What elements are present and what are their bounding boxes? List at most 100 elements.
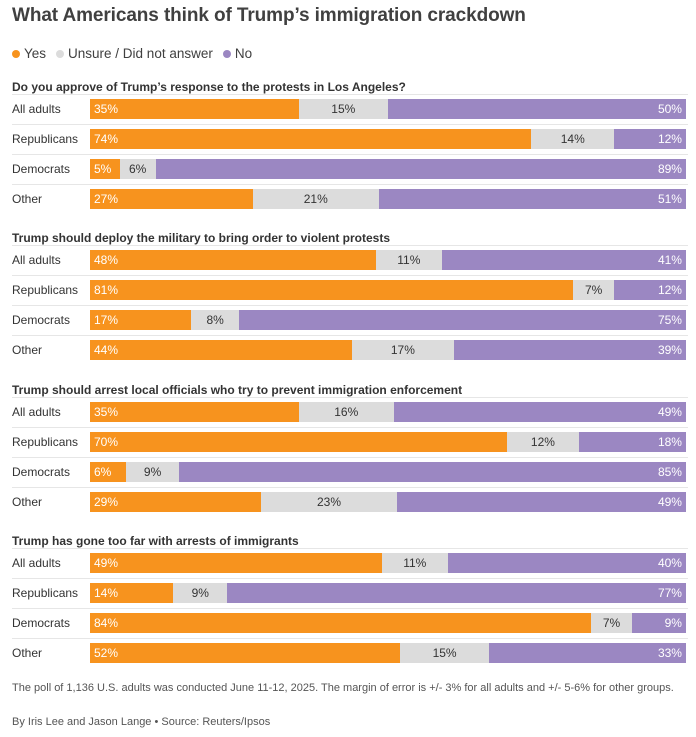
group-label: Republicans xyxy=(12,435,79,449)
group-label: Other xyxy=(12,192,43,206)
data-label-unsure: 11% xyxy=(403,556,427,570)
data-label-no: 39% xyxy=(657,343,682,357)
row-divider xyxy=(12,94,688,95)
data-label-no: 50% xyxy=(657,102,682,116)
bar-row: Republicans 81% 7% 12% xyxy=(0,275,696,305)
bar-segment-yes: 6% xyxy=(90,462,126,482)
bar-segment-unsure: 11% xyxy=(382,553,448,573)
row-divider xyxy=(12,427,688,428)
group-label: Democrats xyxy=(12,313,71,327)
bar-segment-yes: 52% xyxy=(90,643,400,663)
data-label-no: 49% xyxy=(657,495,682,509)
bar-segment-no: 49% xyxy=(396,492,686,512)
data-label-unsure: 16% xyxy=(334,405,359,419)
data-label-no: 41% xyxy=(657,253,682,267)
data-label-unsure: 23% xyxy=(316,495,341,509)
bar-segment-no: 40% xyxy=(447,553,686,573)
data-label-yes: 35% xyxy=(94,405,119,419)
stacked-bar: 49% 11% 40% xyxy=(90,553,686,573)
bar-row: Other 44% 17% 39% xyxy=(0,335,696,365)
bar-segment-yes: 14% xyxy=(90,583,174,603)
stacked-bar: 5% 6% 89% xyxy=(90,159,686,179)
data-label-no: 85% xyxy=(657,465,682,479)
stacked-bar: 81% 7% 12% xyxy=(90,280,686,300)
legend-item-unsure: Unsure / Did not answer xyxy=(56,46,213,61)
bar-row: All adults 35% 15% 50% xyxy=(0,94,696,124)
stacked-bar: 84% 7% 9% xyxy=(90,613,686,633)
group-label: Democrats xyxy=(12,616,71,630)
group-label: Republicans xyxy=(12,283,79,297)
bar-segment-yes: 44% xyxy=(90,340,353,360)
bar-segment-no: 12% xyxy=(614,129,686,149)
data-label-yes: 81% xyxy=(94,283,119,297)
bar-segment-unsure: 9% xyxy=(125,462,180,482)
bar-segment-no: 9% xyxy=(632,613,686,633)
bar-segment-unsure: 14% xyxy=(531,129,615,149)
bar-segment-no: 12% xyxy=(614,280,686,300)
stacked-bar: 27% 21% 51% xyxy=(90,189,686,209)
bar-segment-no: 51% xyxy=(378,189,686,209)
data-label-unsure: 15% xyxy=(432,646,457,660)
data-label-no: 51% xyxy=(657,192,682,206)
data-label-yes: 52% xyxy=(94,646,119,660)
bar-row: Democrats 84% 7% 9% xyxy=(0,608,696,638)
bar-segment-unsure: 11% xyxy=(376,250,442,270)
legend-swatch-unsure xyxy=(56,49,65,58)
bar-segment-yes: 35% xyxy=(90,402,299,422)
data-label-no: 33% xyxy=(657,646,682,660)
question-title: Trump has gone too far with arrests of i… xyxy=(12,534,299,548)
bar-segment-no: 49% xyxy=(393,402,686,422)
bar-row: Other 27% 21% 51% xyxy=(0,184,696,214)
bar-segment-yes: 84% xyxy=(90,613,591,633)
bar-row: Democrats 6% 9% 85% xyxy=(0,457,696,487)
data-label-unsure: 11% xyxy=(397,253,421,267)
row-divider xyxy=(12,335,688,336)
group-label: Other xyxy=(12,343,43,357)
stacked-bar: 35% 15% 50% xyxy=(90,99,686,119)
legend: Yes Unsure / Did not answer No xyxy=(12,46,262,61)
stacked-bar: 29% 23% 49% xyxy=(90,492,686,512)
data-label-yes: 70% xyxy=(94,435,119,449)
group-label: Other xyxy=(12,495,43,509)
group-label: All adults xyxy=(12,405,61,419)
bar-row: Republicans 74% 14% 12% xyxy=(0,124,696,154)
row-divider xyxy=(12,578,688,579)
bar-segment-no: 41% xyxy=(441,250,686,270)
bar-row: Other 29% 23% 49% xyxy=(0,487,696,517)
data-label-unsure: 21% xyxy=(303,192,328,206)
data-label-unsure: 7% xyxy=(602,616,621,630)
bar-segment-unsure: 16% xyxy=(298,402,394,422)
data-label-no: 12% xyxy=(657,283,682,297)
bar-row: Other 52% 15% 33% xyxy=(0,638,696,668)
data-label-unsure: 12% xyxy=(530,435,555,449)
bar-segment-yes: 74% xyxy=(90,129,532,149)
data-label-yes: 29% xyxy=(94,495,119,509)
bar-segment-yes: 35% xyxy=(90,99,299,119)
bar-segment-no: 33% xyxy=(489,643,686,663)
bar-segment-yes: 27% xyxy=(90,189,253,209)
data-label-no: 18% xyxy=(657,435,682,449)
bar-segment-no: 75% xyxy=(238,310,686,330)
stacked-bar: 48% 11% 41% xyxy=(90,250,686,270)
bar-row: Democrats 17% 8% 75% xyxy=(0,305,696,335)
group-label: All adults xyxy=(12,253,61,267)
group-label: Other xyxy=(12,646,43,660)
bar-segment-yes: 49% xyxy=(90,553,383,573)
row-divider xyxy=(12,487,688,488)
bar-row: Democrats 5% 6% 89% xyxy=(0,154,696,184)
row-divider xyxy=(12,638,688,639)
bar-segment-unsure: 7% xyxy=(590,613,633,633)
bar-segment-unsure: 6% xyxy=(119,159,156,179)
data-label-unsure: 15% xyxy=(331,102,356,116)
data-label-unsure: 14% xyxy=(560,132,585,146)
row-divider xyxy=(12,305,688,306)
data-label-yes: 27% xyxy=(94,192,119,206)
data-label-no: 49% xyxy=(657,405,682,419)
bar-row: All adults 49% 11% 40% xyxy=(0,548,696,578)
bar-segment-unsure: 12% xyxy=(507,432,579,452)
stacked-bar: 74% 14% 12% xyxy=(90,129,686,149)
bar-segment-yes: 5% xyxy=(90,159,120,179)
data-label-unsure: 6% xyxy=(129,162,147,176)
data-label-yes: 48% xyxy=(94,253,119,267)
data-label-no: 12% xyxy=(657,132,682,146)
